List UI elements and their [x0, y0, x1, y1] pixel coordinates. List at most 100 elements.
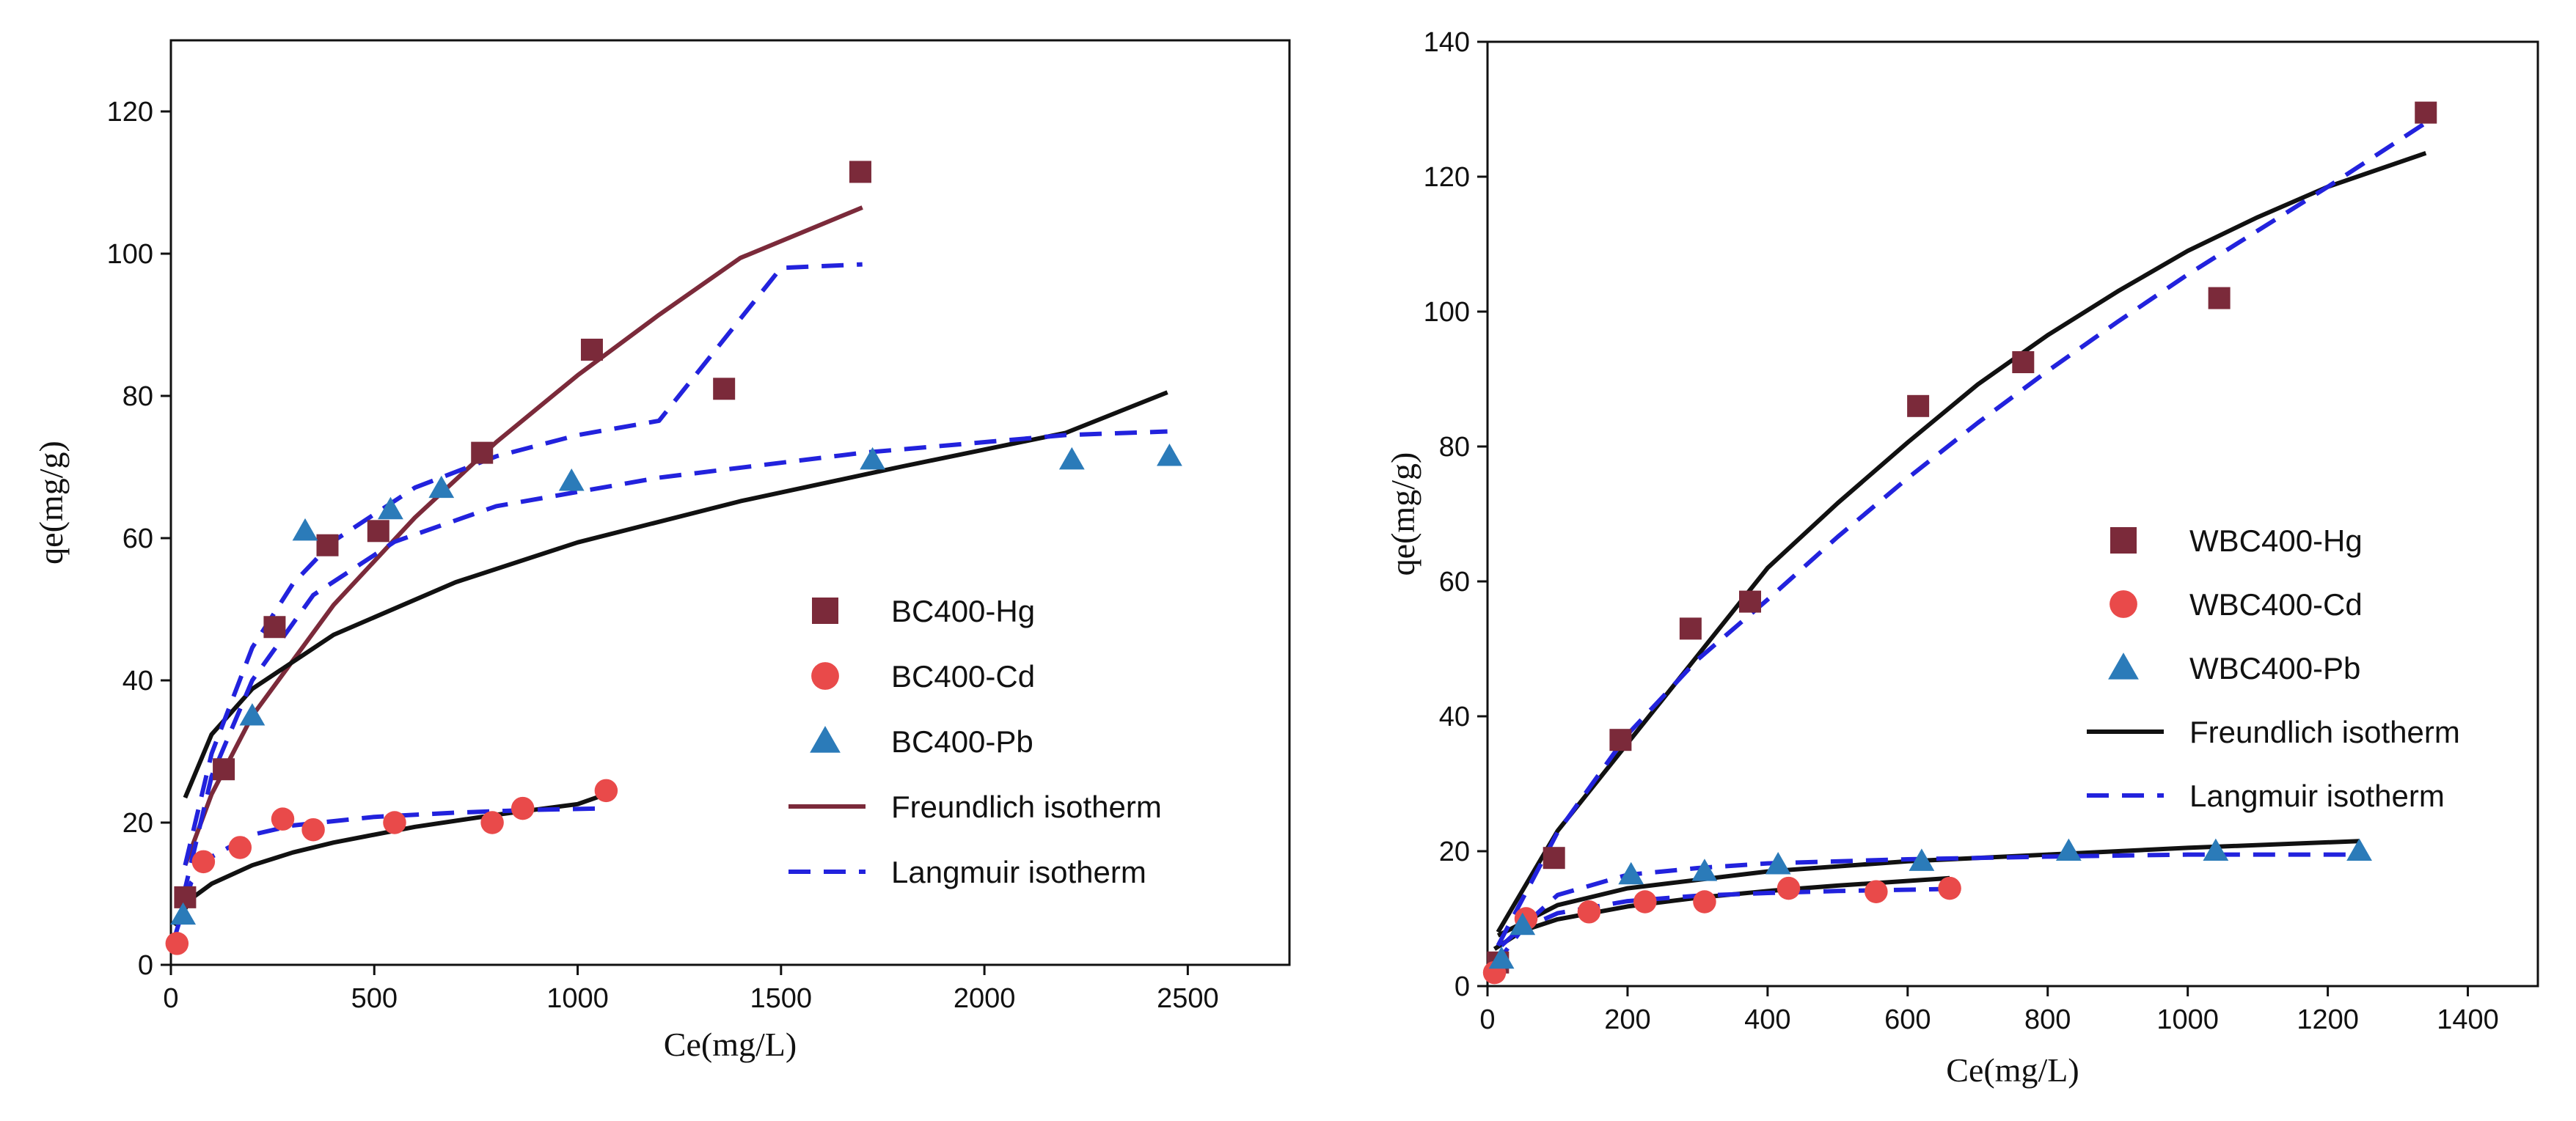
left-y-tick-label: 40 — [122, 666, 153, 697]
left-series-line — [183, 205, 863, 867]
right-data-point — [1938, 876, 1961, 900]
right-x-tick-label: 1200 — [2297, 1004, 2359, 1035]
right-data-point — [1488, 946, 1515, 969]
right-y-tick-label: 0 — [1455, 971, 1470, 1002]
left-data-point — [511, 796, 535, 820]
left-data-point — [849, 161, 871, 183]
right-series-line — [1500, 852, 2360, 948]
left-legend-label: BC400-Pb — [891, 724, 1033, 759]
left-data-point — [271, 807, 295, 831]
left-y-tick-label: 100 — [107, 239, 153, 270]
left-legend: BC400-Hg BC400-Cd BC400-Pb Freundlich isoth… — [788, 594, 1162, 889]
left-x-tick-label: 2000 — [954, 983, 1016, 1014]
left-data-point — [558, 468, 585, 491]
right-legend-label: Freundlich isotherm — [2189, 715, 2460, 749]
left-data-point — [170, 902, 197, 925]
right-y-axis-label: qe(mg/g) — [1384, 452, 1421, 576]
left-data-point — [471, 441, 494, 464]
right-data-point — [1865, 880, 1888, 903]
right-data-point — [1618, 861, 1644, 885]
right-x-tick-label: 200 — [1604, 1004, 1650, 1035]
right-y-tick-label: 80 — [1439, 432, 1470, 463]
left-x-axis-label: Ce(mg/L) — [664, 1026, 797, 1063]
left-y-axis-label: qe(mg/g) — [32, 441, 70, 565]
right-series-line — [1496, 150, 2427, 933]
left-data-point — [165, 932, 189, 955]
left-y-tick-label: 120 — [107, 97, 153, 128]
right-data-point — [1693, 890, 1716, 914]
right-data-point — [2415, 101, 2437, 124]
right-data-point — [1739, 590, 1761, 613]
right-data-point — [1679, 617, 1702, 640]
right-x-tick-label: 1000 — [2156, 1004, 2219, 1035]
left-data-point — [713, 378, 736, 400]
right-x-axis-label: Ce(mg/L) — [1946, 1051, 2079, 1089]
left-data-point — [580, 338, 603, 361]
right-y-tick-label: 40 — [1439, 702, 1470, 732]
left-data-point — [174, 886, 197, 908]
left-y-tick-label: 80 — [122, 381, 153, 412]
right-x-tick-label: 800 — [2024, 1004, 2071, 1035]
right-y-tick-label: 140 — [1424, 27, 1470, 58]
left-x-tick-label: 0 — [163, 983, 178, 1014]
left-data-point — [594, 779, 618, 803]
left-x-tick-label: 500 — [351, 983, 398, 1014]
right-y-tick-label: 60 — [1439, 567, 1470, 598]
left-data-point — [301, 817, 325, 842]
right-series-line — [1496, 839, 2360, 938]
left-data-point — [1157, 444, 1182, 466]
right-data-point — [1510, 912, 1536, 936]
left-data-point — [367, 520, 389, 543]
right-data-point — [2346, 838, 2372, 861]
right-x-tick-label: 0 — [1479, 1004, 1495, 1035]
right-data-point — [1543, 847, 1565, 870]
right-legend-marker — [2110, 527, 2137, 554]
left-data-point — [860, 446, 885, 470]
right-y-tick-label: 100 — [1424, 297, 1470, 328]
left-data-point — [292, 518, 318, 541]
right-y-tick-label: 120 — [1424, 162, 1470, 193]
right-data-point — [1577, 900, 1601, 924]
right-legend-label: WBC400-Pb — [2189, 651, 2360, 686]
right-data-point — [1777, 876, 1801, 900]
right-x-tick-label: 1400 — [2437, 1004, 2499, 1035]
left-y-tick-label: 60 — [122, 523, 153, 554]
right-data-point — [2203, 838, 2229, 861]
left-series-line — [172, 792, 607, 927]
right-data-point — [2055, 838, 2082, 861]
left-data-point — [316, 534, 339, 556]
right-data-point — [1609, 729, 1632, 751]
right-data-point — [1691, 859, 1718, 881]
chart-panel-left: 0 500 1000 1500 2000 2500 0 20 40 60 80 100 120 Ce(mg… — [32, 39, 1291, 1063]
chart-panel-right: 0 200 400 600 800 1000 1200 1400 0 20 40 60 80 100 120… — [1384, 27, 2539, 1089]
left-series-line — [172, 806, 607, 938]
right-legend-marker — [2110, 590, 2137, 618]
right-x-tick-label: 600 — [1884, 1004, 1931, 1035]
right-data-point — [2208, 287, 2231, 309]
left-data-point — [383, 811, 406, 834]
left-x-tick-label: 1000 — [546, 983, 609, 1014]
right-plot-frame — [1486, 40, 2539, 988]
left-data-point — [263, 616, 286, 639]
left-series-line — [183, 390, 1168, 799]
left-data-point — [1058, 446, 1085, 470]
left-plot-frame — [169, 39, 1291, 966]
left-legend-label: Freundlich isotherm — [891, 790, 1162, 824]
left-y-tick-label: 20 — [122, 808, 153, 839]
left-legend-label: BC400-Cd — [891, 659, 1035, 694]
right-legend-label: WBC400-Hg — [2189, 523, 2363, 558]
left-data-point — [213, 758, 235, 781]
right-x-tick-label: 400 — [1744, 1004, 1790, 1035]
right-legend: WBC400-Hg WBC400-Cd WBC400-Pb Freundlich is… — [2087, 523, 2460, 813]
right-series-line — [1496, 120, 2427, 947]
right-data-point — [2012, 351, 2035, 373]
right-data-point — [1633, 890, 1657, 914]
left-data-point — [239, 703, 266, 726]
left-series-line — [180, 429, 1168, 898]
right-legend-label: WBC400-Cd — [2189, 587, 2363, 622]
right-legend-marker — [2108, 653, 2139, 680]
left-data-point — [228, 836, 252, 859]
right-y-tick-label: 20 — [1439, 837, 1470, 867]
